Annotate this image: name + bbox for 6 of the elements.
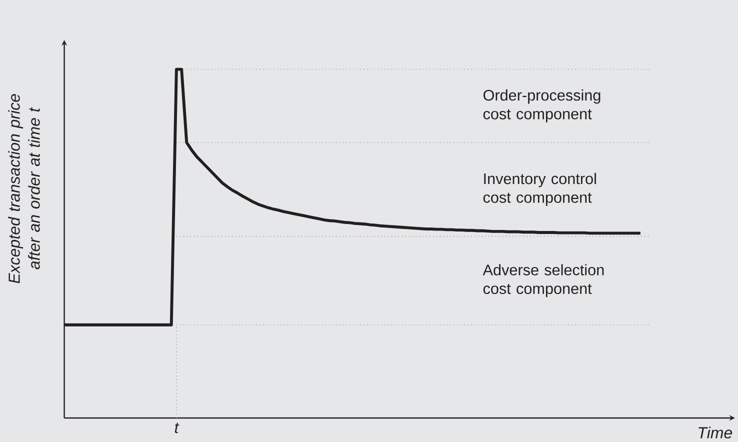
annotation: Order-processing cost component [483, 89, 600, 122]
text: t [174, 422, 180, 434]
annotation: Adverse selection cost component [482, 264, 604, 298]
annotation: Inventory control cost component [483, 172, 596, 206]
y-axis-title: Excepted transaction price after an order at time t [8, 94, 40, 284]
x-axis-title: Time [698, 426, 732, 438]
